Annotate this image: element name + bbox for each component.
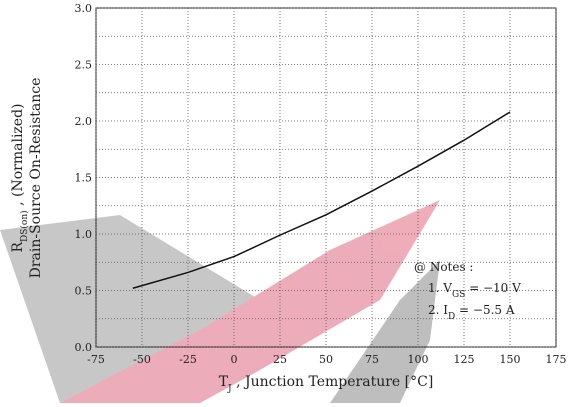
notes-title: @ Notes : — [414, 260, 473, 274]
y-tick-label: 2.0 — [75, 115, 93, 128]
x-tick-label: -25 — [179, 353, 197, 366]
subscript: GS — [452, 290, 465, 300]
y-tick-label: 1.0 — [75, 228, 93, 241]
x-tick-label: 75 — [365, 353, 379, 366]
subscript: DS(on) — [19, 210, 30, 242]
y-tick-label: 2.5 — [75, 59, 93, 72]
x-tick-label: 25 — [273, 353, 287, 366]
note: 1. VGS = −10 V — [428, 281, 521, 300]
subscript: D — [448, 312, 455, 322]
data-line — [132, 111, 511, 289]
label-part: T — [219, 374, 229, 390]
x-tick-label: -50 — [133, 353, 151, 366]
x-tick-label: 50 — [319, 353, 333, 366]
x-tick-label: 150 — [500, 353, 521, 366]
label-part: = −5.5 A — [455, 303, 515, 317]
label-part: R — [10, 242, 26, 253]
subscript: J — [227, 384, 232, 394]
y-tick-label: 3.0 — [75, 2, 93, 15]
label-part: , (Normalized) — [10, 103, 26, 210]
note: 2. ID = −5.5 A — [428, 303, 515, 322]
y-tick-label: 1.5 — [75, 172, 93, 185]
watermark-shape — [330, 260, 440, 403]
x-axis-label: TJ , Junction Temperature [°C] — [219, 374, 434, 394]
y-tick-label: 0.0 — [75, 341, 93, 354]
x-tick-label: 125 — [454, 353, 475, 366]
watermark — [0, 200, 440, 403]
y-axis-label-2: Drain-Source On-Resistance — [28, 78, 44, 279]
x-tick-label: -75 — [87, 353, 105, 366]
x-tick-label: 100 — [408, 353, 429, 366]
x-tick-label: 0 — [231, 353, 238, 366]
x-tick-label: 175 — [546, 353, 567, 366]
label-part: 1. V — [428, 281, 452, 295]
label-part: 2. I — [428, 303, 448, 317]
y-tick-label: 0.5 — [75, 285, 93, 298]
label-part: = −10 V — [465, 281, 521, 295]
watermark-shape — [60, 200, 440, 403]
label-part: , Junction Temperature [°C] — [232, 374, 434, 390]
y-axis-label: RDS(on) , (Normalized) — [10, 103, 30, 252]
